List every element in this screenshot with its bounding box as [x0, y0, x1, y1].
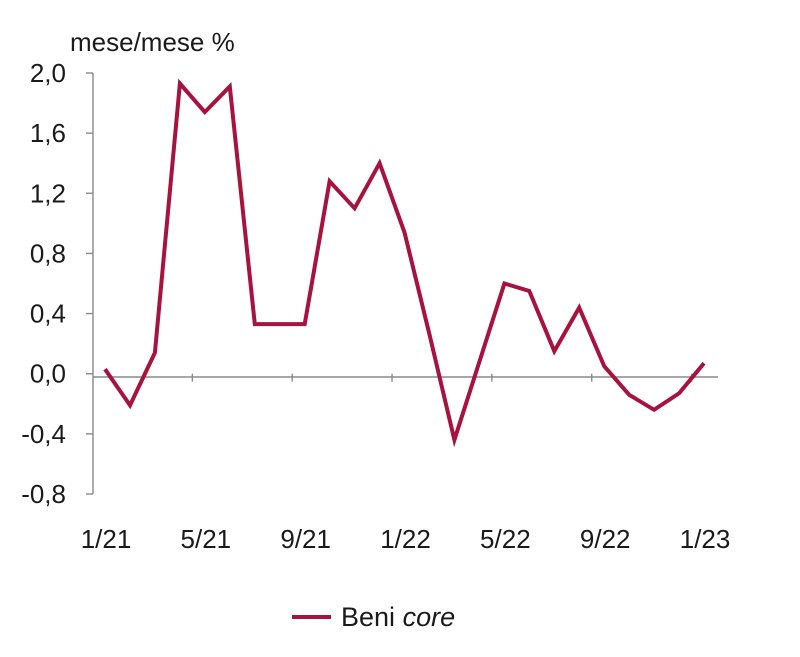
y-tick-label: -0,8 [21, 479, 66, 509]
legend-label-italic: core [403, 602, 456, 632]
x-tick-label: 5/21 [181, 524, 232, 554]
series-line-beni-core [103, 78, 706, 448]
x-tick-label: 1/22 [380, 524, 431, 554]
y-tick-label: 2,0 [30, 58, 66, 88]
legend-label-text: Beni [341, 602, 395, 632]
y-tick-label: 0,8 [30, 238, 66, 268]
y-axis-ticks: 2,0 1,6 1,2 0,8 0,4 0,0 -0,4 -0,8 [21, 58, 93, 509]
x-tick-label: 1/23 [680, 524, 731, 554]
legend: Beni core [292, 602, 455, 632]
x-axis-ticks: 1/21 5/21 9/21 1/22 5/22 9/22 1/23 [81, 373, 731, 554]
legend-label-beni-core: Beni core [341, 602, 455, 632]
y-tick-label: -0,4 [21, 419, 66, 449]
y-unit-label: mese/mese % [70, 27, 235, 57]
x-tick-label: 5/22 [480, 524, 531, 554]
y-tick-label: 0,4 [30, 299, 66, 329]
x-tick-label: 1/21 [81, 524, 132, 554]
y-tick-label: 0,0 [30, 359, 66, 389]
y-tick-label: 1,6 [30, 118, 66, 148]
y-tick-label: 1,2 [30, 178, 66, 208]
x-tick-label: 9/21 [280, 524, 331, 554]
series-layer [103, 78, 706, 448]
x-tick-label: 9/22 [580, 524, 631, 554]
